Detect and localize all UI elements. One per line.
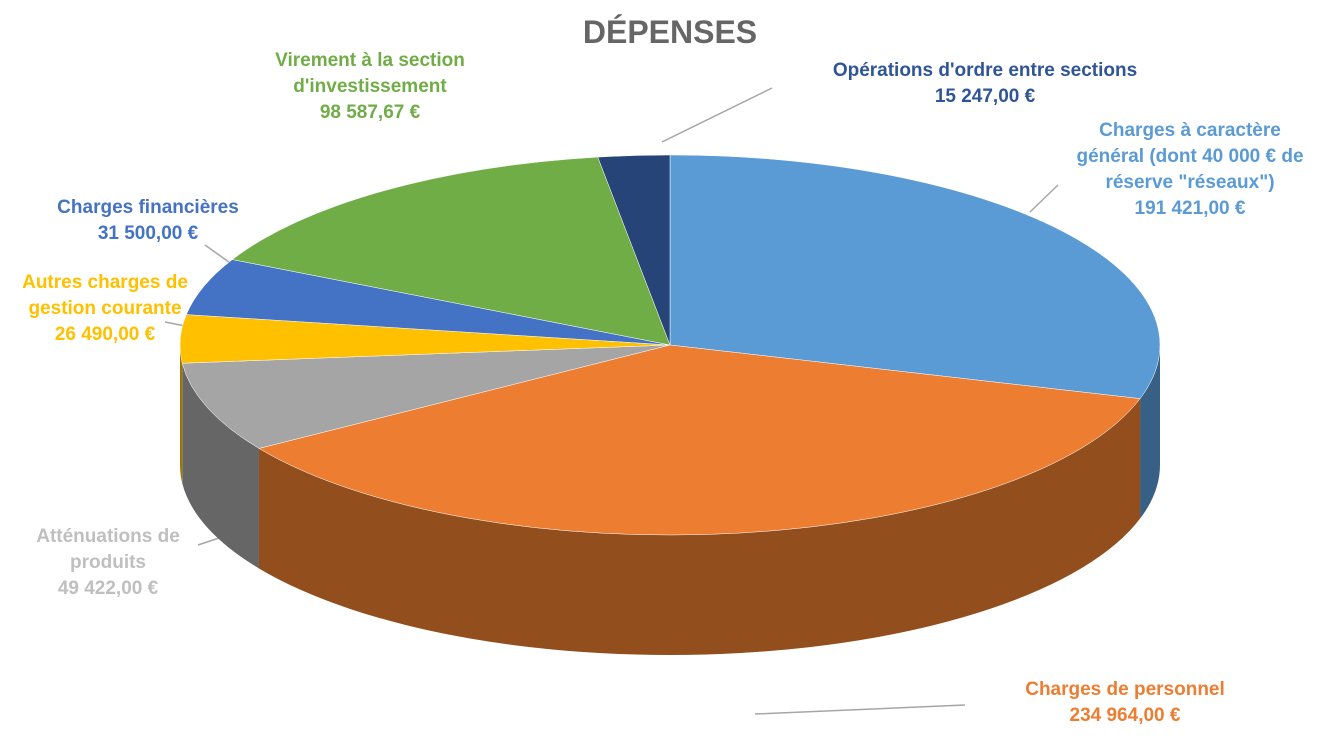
slice — [258, 344, 1141, 536]
value-label: 49 422,00 € — [57, 578, 159, 599]
category-name: Autres charges de gestion courante — [22, 272, 188, 319]
slice-side — [180, 345, 183, 484]
value-label: 26 490,00 € — [54, 324, 156, 345]
slice-side — [182, 363, 259, 569]
slice — [181, 344, 671, 449]
chart-title: DÉPENSES — [582, 14, 758, 50]
value-label: 31 500,00 € — [97, 223, 199, 244]
value-label: 15 247,00 € — [934, 86, 1036, 107]
category-name: Atténuations de produits — [36, 526, 180, 573]
data-label: Charges financières 31 500,00 € — [33, 195, 263, 247]
category-name: Virement à la section d'investissement — [275, 50, 465, 97]
category-name: Opérations d'ordre entre sections — [832, 60, 1138, 81]
leader-line — [661, 87, 773, 143]
category-name: Charges de personnel — [1025, 679, 1225, 700]
slice — [185, 259, 671, 346]
leader-line — [1029, 184, 1059, 213]
data-label: Charges de personnel 234 964,00 € — [965, 677, 1285, 729]
data-label: Charges à caractère général (dont 40 000… — [1065, 118, 1315, 222]
data-label: Autres charges de gestion courante 26 490… — [20, 270, 190, 348]
slice — [231, 156, 671, 346]
category-name: Charges à caractère général (dont 40 000… — [1076, 120, 1304, 193]
slice-side — [1140, 345, 1160, 519]
data-label: Virement à la section d'investissement 98… — [220, 48, 520, 126]
value-label: 234 964,00 € — [1069, 705, 1181, 726]
data-label: Opérations d'ordre entre sections 15 247,… — [765, 58, 1205, 110]
slice — [669, 154, 1161, 399]
slice-side — [258, 398, 1141, 655]
value-label: 191 421,00 € — [1134, 198, 1246, 219]
slice — [597, 154, 671, 346]
category-name: Charges financières — [57, 197, 239, 218]
value-label: 98 587,67 € — [319, 102, 421, 123]
leader-line — [754, 704, 966, 715]
data-label: Atténuations de produits 49 422,00 € — [8, 524, 208, 602]
